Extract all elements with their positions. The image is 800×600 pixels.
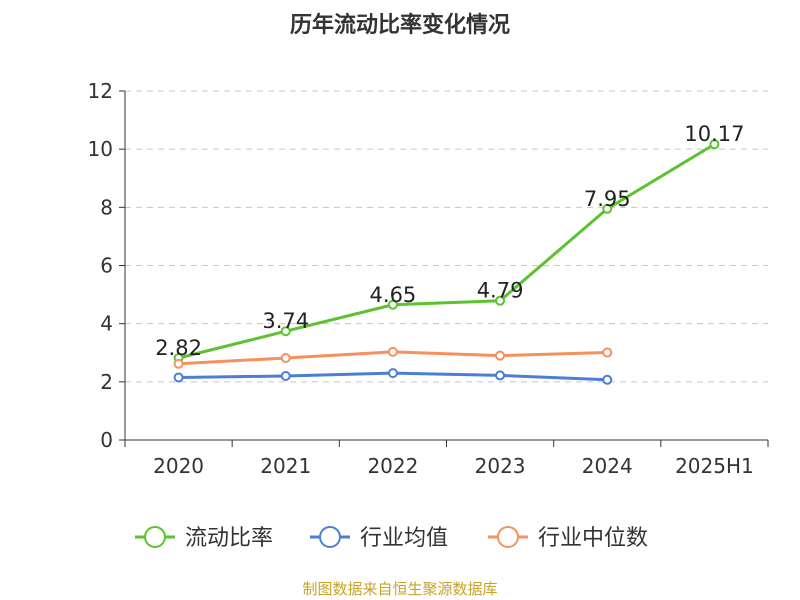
data-point[interactable]	[387, 299, 398, 310]
chart-title: 历年流动比率变化情况	[290, 12, 510, 38]
series-layer	[173, 139, 720, 385]
data-label: 2.82	[155, 336, 202, 360]
x-tick-label: 2024	[582, 454, 633, 478]
data-point[interactable]	[495, 350, 506, 361]
x-tick-label: 2023	[475, 454, 526, 478]
data-point[interactable]	[387, 346, 398, 357]
data-point[interactable]	[495, 295, 506, 306]
grid-layer	[125, 90, 768, 383]
legend-item[interactable]: 行业中位数	[488, 526, 648, 551]
data-label: 4.65	[370, 283, 417, 307]
series-line-0	[178, 142, 716, 360]
data-point[interactable]	[280, 371, 291, 382]
x-tick-label: 2020	[153, 454, 204, 478]
y-tick-label: 8	[100, 195, 113, 219]
data-label: 7.95	[584, 187, 631, 211]
axis-layer: 0 2 4 6 8 10 12 2020 2021 2022 2023 2024 2025H1	[88, 79, 769, 478]
legend-item[interactable]: 行业均值	[310, 526, 448, 551]
x-tick-label: 2025H1	[675, 454, 754, 478]
data-label: 4.79	[477, 279, 524, 303]
y-tick-label: 10	[88, 137, 113, 161]
y-tick-label: 4	[100, 312, 113, 336]
legend-label: 行业均值	[360, 526, 448, 551]
legend-label: 行业中位数	[538, 526, 648, 551]
y-tick-label: 12	[88, 79, 113, 103]
y-tick-label: 0	[100, 428, 113, 452]
data-label: 3.74	[262, 309, 309, 333]
data-point[interactable]	[602, 203, 613, 214]
data-label: 10.17	[684, 122, 744, 146]
y-tick-label: 6	[100, 254, 113, 278]
x-tick-label: 2022	[367, 454, 418, 478]
data-point[interactable]	[280, 352, 291, 363]
data-point[interactable]	[280, 326, 291, 337]
legend-label: 流动比率	[185, 526, 273, 551]
data-label-layer: 2.82 3.74 4.65 4.79 7.95 10.17	[155, 122, 744, 360]
data-point[interactable]	[173, 372, 184, 383]
data-point[interactable]	[602, 374, 613, 385]
data-point[interactable]	[602, 347, 613, 358]
y-tick-label: 2	[100, 370, 113, 394]
x-tick-label: 2021	[260, 454, 311, 478]
legend: 流动比率 行业均值 行业中位数	[135, 526, 648, 551]
data-point[interactable]	[495, 370, 506, 381]
legend-item[interactable]: 流动比率	[135, 526, 273, 551]
data-point[interactable]	[387, 368, 398, 379]
data-point[interactable]	[709, 139, 720, 150]
data-point[interactable]	[173, 358, 184, 369]
source-note: 制图数据来自恒生聚源数据库	[302, 580, 497, 598]
